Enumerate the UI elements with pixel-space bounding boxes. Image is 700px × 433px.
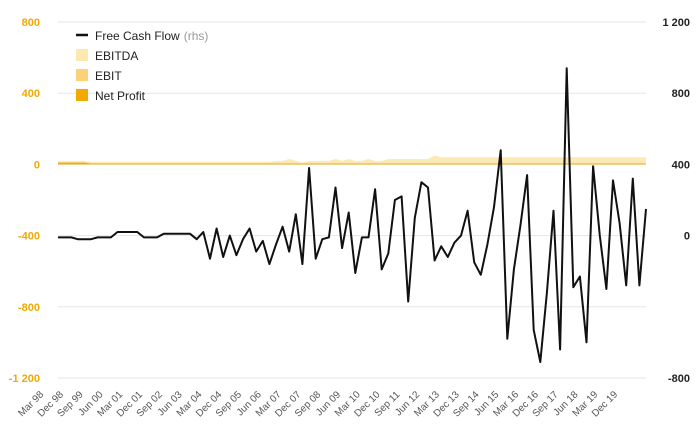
right-axis-ticks: -800 0 400 800 1 200 <box>662 17 690 385</box>
gridlines <box>58 21 646 379</box>
legend-swatch <box>76 49 88 61</box>
right-tick-label: 800 <box>672 88 690 100</box>
right-tick-label: 400 <box>672 159 690 171</box>
legend-series-unit: (rhs) <box>184 29 209 43</box>
left-tick-label: -400 <box>18 231 40 243</box>
area-series <box>58 155 646 165</box>
right-tick-label: -800 <box>668 373 690 385</box>
left-tick-label: 800 <box>22 17 40 29</box>
legend-label: EBIT <box>95 69 122 83</box>
area-ebitda <box>58 155 646 165</box>
legend-label: EBITDA <box>95 49 138 63</box>
left-tick-label: 400 <box>22 88 40 100</box>
legend-series-name: Net Profit <box>95 89 146 103</box>
legend-swatch <box>76 69 88 81</box>
legend-label: Net Profit <box>95 89 146 103</box>
legend-label: Free Cash Flow (rhs) <box>95 29 208 43</box>
legend-swatch <box>76 89 88 101</box>
legend: Free Cash Flow (rhs) EBITDA EBIT Net Profit <box>76 29 208 103</box>
legend-series-name: Free Cash Flow <box>95 29 180 43</box>
line-free-cash-flow <box>58 67 647 363</box>
legend-series-name: EBIT <box>95 69 122 83</box>
right-tick-label: 0 <box>684 231 690 243</box>
line-series <box>58 67 647 363</box>
left-tick-label: 0 <box>34 159 40 171</box>
left-tick-label: -1 200 <box>9 373 40 385</box>
left-axis-ticks: -1 200 -800 -400 0 400 800 <box>9 17 40 385</box>
right-tick-label: 1 200 <box>662 17 690 29</box>
legend-series-name: EBITDA <box>95 49 138 63</box>
left-tick-label: -800 <box>18 302 40 314</box>
